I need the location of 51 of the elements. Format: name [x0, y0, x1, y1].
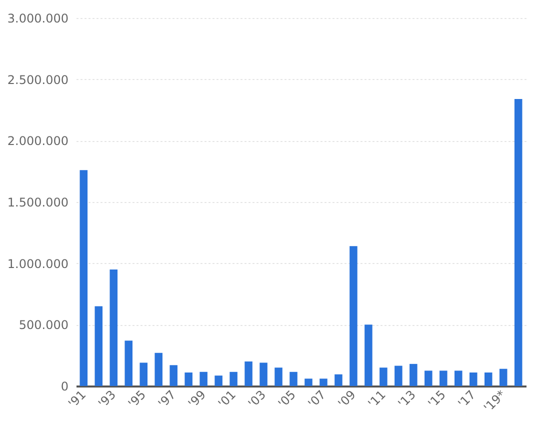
x-tick-label: '99 [185, 388, 209, 411]
bar [260, 362, 268, 386]
x-tick-label: '93 [96, 388, 119, 411]
bar [514, 98, 522, 386]
bar [394, 366, 402, 386]
y-tick-label: 0 [60, 380, 68, 394]
bar [94, 306, 103, 386]
y-tick-label: 500.000 [18, 318, 68, 332]
x-tick-label: '01 [215, 388, 238, 411]
y-tick-label: 1.000.000 [7, 256, 68, 271]
bar [410, 364, 418, 386]
x-tick-label: '15 [425, 388, 448, 411]
x-tick-label: '95 [126, 388, 149, 411]
bar [320, 378, 328, 386]
bar [140, 362, 148, 386]
bar [364, 324, 372, 386]
x-tick-label: '09 [335, 388, 358, 411]
bar [170, 365, 178, 386]
bar [499, 368, 508, 386]
bar [440, 370, 448, 386]
bar [110, 269, 118, 386]
bar [304, 378, 312, 386]
bar [380, 368, 388, 386]
x-tick-label: '11 [365, 388, 388, 411]
bar [200, 372, 208, 386]
bar [454, 370, 462, 386]
bar [484, 372, 492, 386]
x-tick-label: '17 [455, 388, 478, 411]
bar [334, 374, 342, 386]
x-tick-label: '05 [275, 388, 298, 411]
bar [80, 170, 88, 386]
bar [214, 376, 222, 386]
y-tick-label: 2.500.000 [7, 72, 68, 87]
bar [274, 368, 282, 386]
bar [244, 361, 252, 386]
bar [350, 246, 358, 386]
x-tick-label: '03 [245, 388, 268, 411]
bar [424, 370, 432, 386]
x-tick-label: '07 [305, 388, 328, 411]
bar [124, 340, 132, 386]
bar [154, 352, 162, 386]
x-tick-label: '13 [395, 388, 418, 411]
bar [184, 372, 192, 386]
x-tick-label: '97 [156, 388, 179, 411]
y-tick-label: 1.500.000 [7, 196, 68, 210]
y-tick-label: 2.000.000 [7, 134, 68, 148]
bar [230, 372, 238, 386]
x-tick-label: '19* [481, 388, 508, 415]
bar [470, 372, 478, 386]
bar [290, 372, 298, 386]
y-tick-label: 3.000.000 [7, 12, 68, 26]
